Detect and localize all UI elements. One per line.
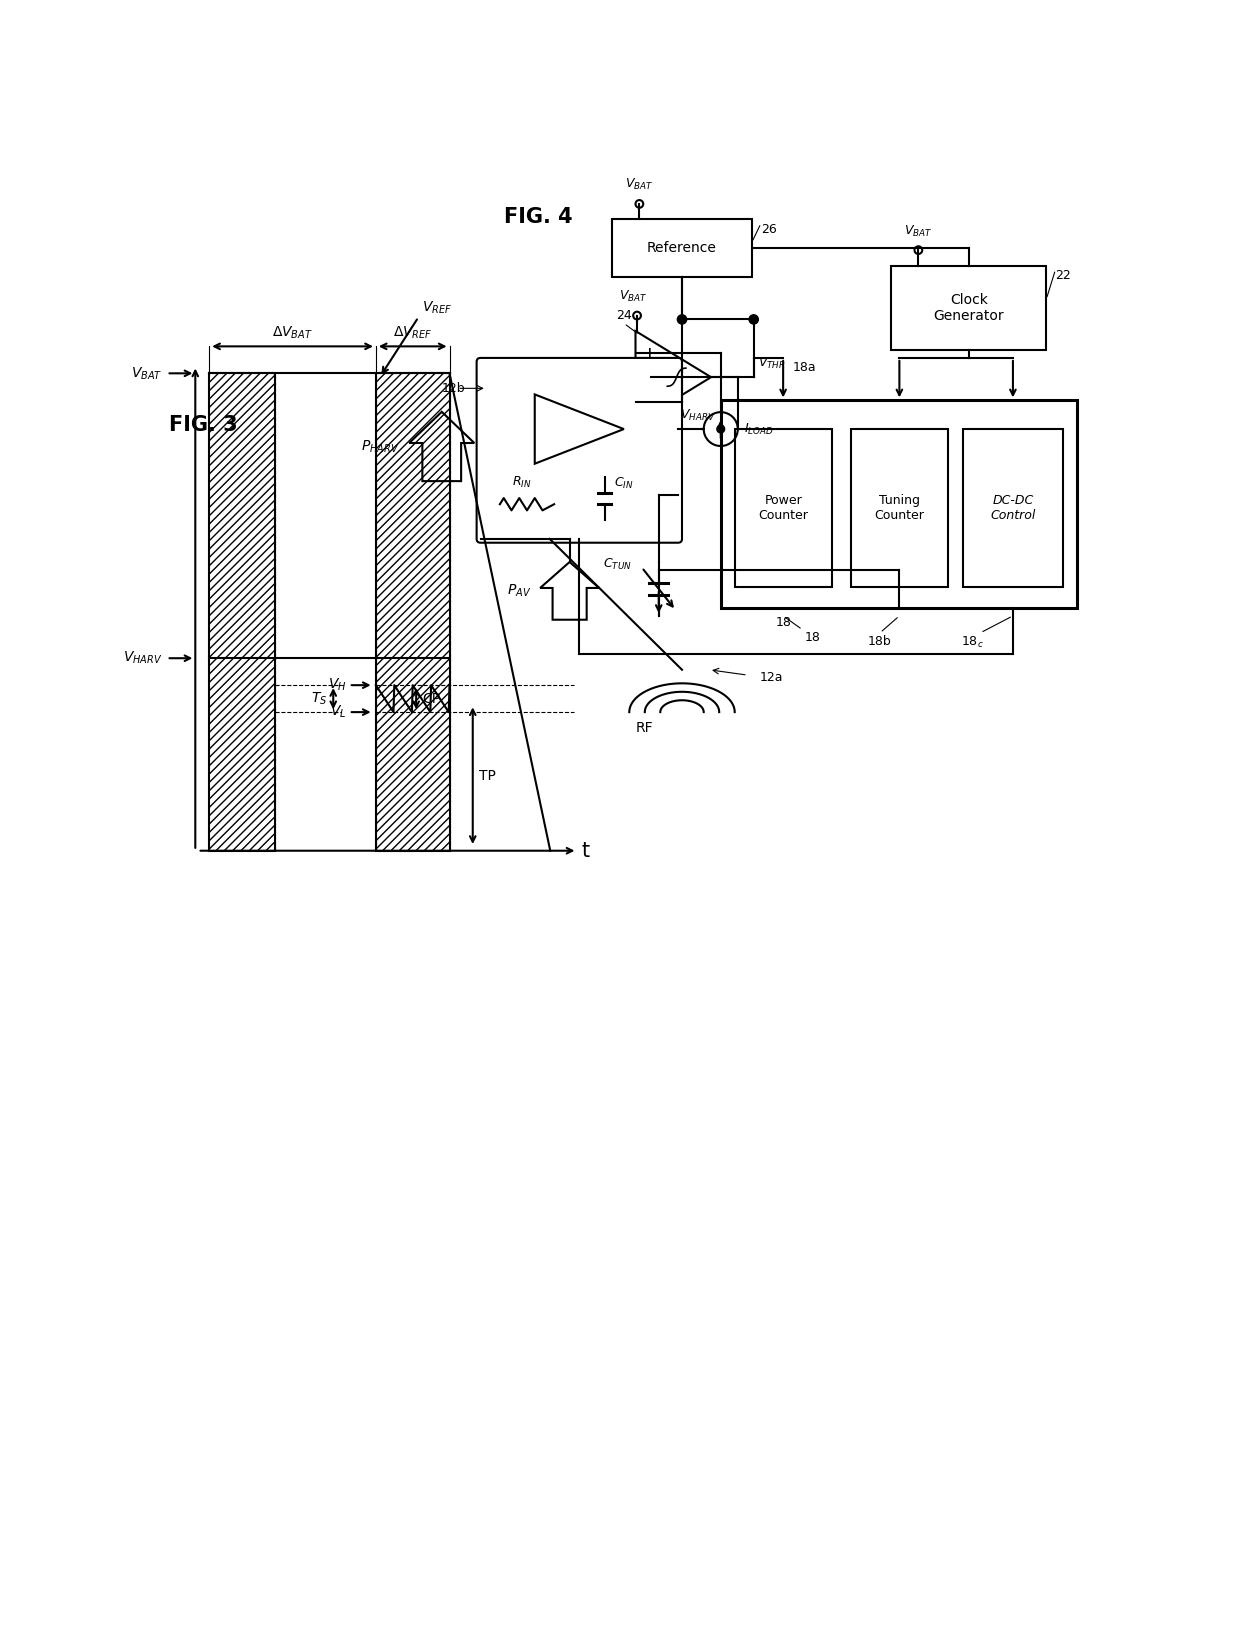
FancyBboxPatch shape xyxy=(613,219,751,277)
Text: 24: 24 xyxy=(616,308,632,321)
FancyBboxPatch shape xyxy=(851,428,947,587)
Text: $T_S$: $T_S$ xyxy=(311,691,327,707)
Text: 18: 18 xyxy=(805,631,821,644)
Text: $V_L$: $V_L$ xyxy=(330,704,346,720)
Text: 18b: 18b xyxy=(868,634,892,648)
Text: −: − xyxy=(644,396,655,409)
Bar xyxy=(210,374,275,850)
Text: $V_{BAT}$: $V_{BAT}$ xyxy=(131,366,162,382)
Text: $18_c$: $18_c$ xyxy=(961,634,985,651)
Text: $V_{THR}$: $V_{THR}$ xyxy=(758,356,785,371)
Text: $R_{IN}$: $R_{IN}$ xyxy=(512,475,531,491)
FancyBboxPatch shape xyxy=(962,428,1064,587)
Text: $V_{REF}$: $V_{REF}$ xyxy=(423,300,453,315)
Text: $V_{HARV}$: $V_{HARV}$ xyxy=(123,649,162,666)
Text: 12b: 12b xyxy=(441,382,465,396)
Text: $I_{LOAD}$: $I_{LOAD}$ xyxy=(744,422,774,437)
Bar xyxy=(376,374,449,850)
Text: Clock
Generator: Clock Generator xyxy=(934,293,1004,323)
Text: RF: RF xyxy=(635,720,653,735)
Text: 18a: 18a xyxy=(792,361,816,374)
Text: $P_{AV}$: $P_{AV}$ xyxy=(507,583,531,598)
Text: CP: CP xyxy=(423,692,440,705)
Text: $V_H$: $V_H$ xyxy=(327,677,346,694)
Text: $\Delta V_{BAT}$: $\Delta V_{BAT}$ xyxy=(272,325,312,341)
Text: DC-DC
Control: DC-DC Control xyxy=(991,494,1035,522)
Text: +: + xyxy=(644,346,655,359)
Text: $P_{HARV}$: $P_{HARV}$ xyxy=(361,438,399,455)
Text: Reference: Reference xyxy=(647,241,717,255)
Text: FIG. 4: FIG. 4 xyxy=(503,208,573,227)
Text: FIG. 3: FIG. 3 xyxy=(169,415,238,435)
Circle shape xyxy=(677,315,687,325)
Circle shape xyxy=(717,425,724,433)
Text: t: t xyxy=(582,840,589,860)
Text: 26: 26 xyxy=(761,222,776,236)
Text: 18: 18 xyxy=(775,616,791,630)
Text: Tuning
Counter: Tuning Counter xyxy=(874,494,924,522)
Text: $V_{HARV}$: $V_{HARV}$ xyxy=(680,407,715,424)
Text: $C_{TUN}$: $C_{TUN}$ xyxy=(603,557,631,572)
Text: $V_{BAT}$: $V_{BAT}$ xyxy=(619,288,647,303)
Text: TP: TP xyxy=(479,768,496,783)
FancyBboxPatch shape xyxy=(720,400,1078,608)
FancyBboxPatch shape xyxy=(734,428,832,587)
Text: $\Delta V_{REF}$: $\Delta V_{REF}$ xyxy=(393,325,433,341)
Text: Power
Counter: Power Counter xyxy=(758,494,808,522)
Circle shape xyxy=(749,315,759,325)
Text: $C_{IN}$: $C_{IN}$ xyxy=(614,476,634,491)
Text: 22: 22 xyxy=(1055,269,1071,282)
FancyBboxPatch shape xyxy=(892,265,1047,351)
Text: $V_{BAT}$: $V_{BAT}$ xyxy=(904,224,932,239)
FancyBboxPatch shape xyxy=(476,358,682,542)
Text: $V_{BAT}$: $V_{BAT}$ xyxy=(625,178,653,193)
Text: 12a: 12a xyxy=(759,671,782,684)
